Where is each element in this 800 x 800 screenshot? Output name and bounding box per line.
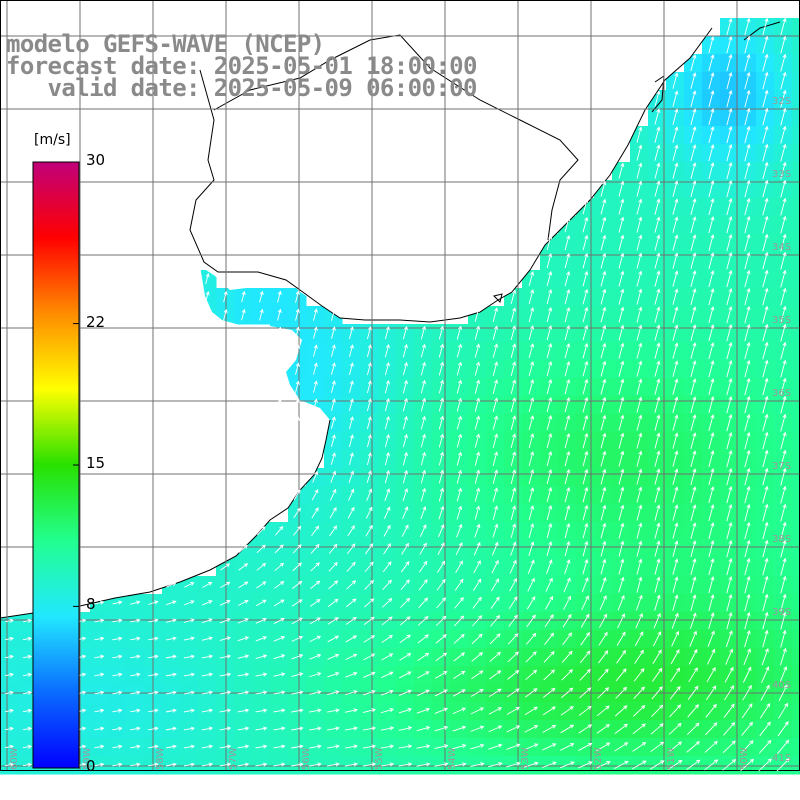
lat-label: 32S	[772, 96, 791, 107]
lon-label: 58W	[155, 747, 166, 770]
axis-labels: 32S 33S 34S 35S 36S 37S 38S 39S 40S 41S 60W 59W 58W 5…	[9, 96, 791, 770]
lon-label: 60W	[9, 747, 20, 770]
lon-label: 53W	[520, 747, 531, 770]
colorbar-tick-label: 22	[86, 312, 106, 331]
lon-label: 55W	[374, 747, 385, 770]
forecast-date: forecast date: 2025-05-01 18:00:00	[6, 52, 477, 80]
colorbar-gradient	[32, 161, 80, 769]
lat-label: 40S	[772, 680, 791, 691]
lat-label: 37S	[772, 461, 791, 472]
colorbar-tick-label: 0	[86, 757, 96, 775]
land-mask	[0, 0, 712, 618]
colorbar-tick-label: 15	[86, 454, 106, 472]
lat-label: 36S	[772, 388, 791, 399]
lat-lon-grid	[0, 0, 800, 771]
lon-label: 56W	[301, 747, 312, 770]
lon-label: 50W	[739, 747, 750, 770]
lon-label: 51W	[666, 747, 677, 770]
lat-label: 33S	[772, 169, 791, 180]
colorbar	[32, 161, 80, 769]
lon-label: 59W	[82, 747, 93, 770]
lon-label: 54W	[447, 747, 458, 770]
colorbar-tick-label: 8	[86, 595, 96, 614]
lat-label: 38S	[772, 534, 791, 545]
colorbar-tick-label: 30	[86, 151, 106, 169]
lat-label: 41S	[772, 753, 791, 764]
model-title: modelo GEFS-WAVE (NCEP)	[6, 30, 325, 58]
lon-label: 52W	[593, 747, 604, 770]
valid-date: valid date: 2025-05-09 06:00:00	[6, 74, 478, 102]
lat-label: 39S	[772, 607, 791, 618]
colorbar-unit: [m/s]	[34, 132, 71, 148]
wind-vectors	[4, 17, 790, 772]
lon-label: 57W	[228, 747, 239, 770]
lat-label: 35S	[772, 315, 791, 326]
lat-label: 34S	[772, 242, 791, 253]
